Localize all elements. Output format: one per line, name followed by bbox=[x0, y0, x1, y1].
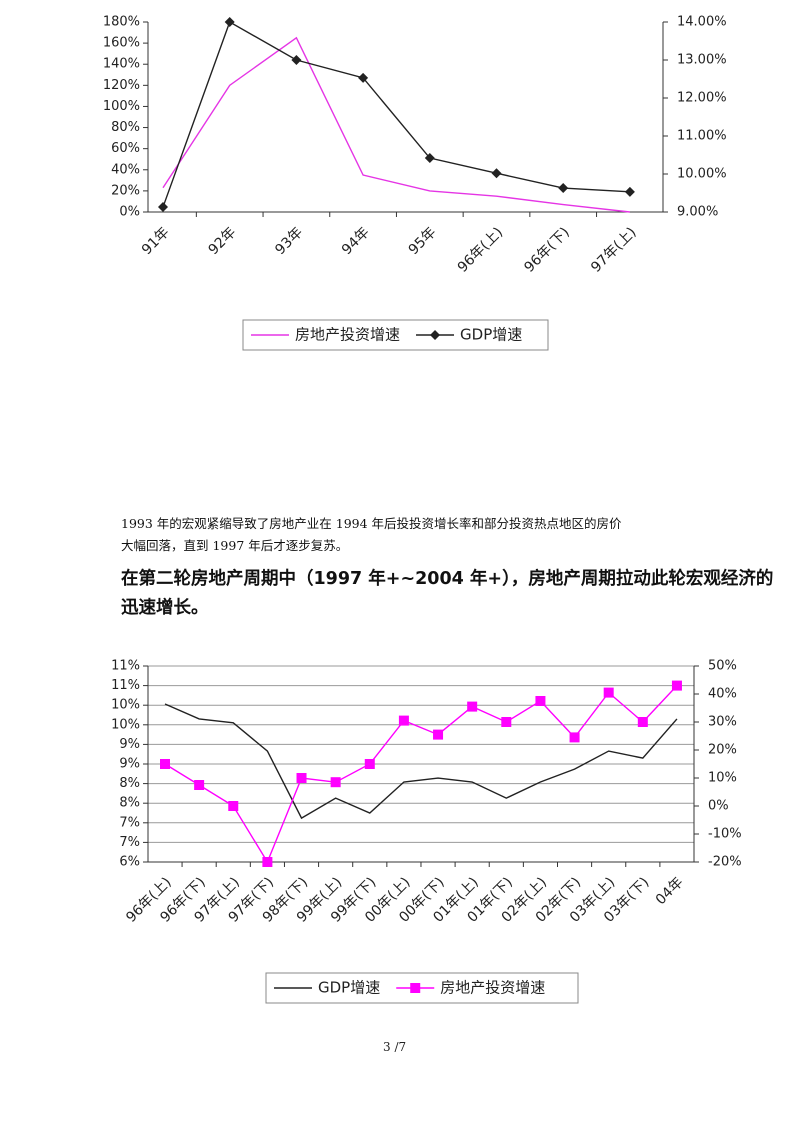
paragraph-line: 大幅回落，直到 1997 年后才逐步复苏。 bbox=[121, 538, 349, 553]
marker bbox=[158, 202, 168, 213]
marker bbox=[569, 732, 580, 743]
legend-label: 房地产投资增速 bbox=[295, 326, 400, 344]
marker bbox=[398, 715, 409, 726]
x-tick-label: 91年 bbox=[139, 224, 173, 258]
marker bbox=[671, 680, 682, 691]
marker bbox=[558, 183, 569, 194]
y-tick-label: 7% bbox=[119, 835, 140, 850]
marker bbox=[330, 777, 341, 788]
y-tick-label: 11% bbox=[111, 678, 140, 693]
paragraph-line: 1993 年的宏观紧缩导致了房地产业在 1994 年后投投资增长率和部分投资热点… bbox=[121, 516, 622, 531]
y2-tick-label: 13.00% bbox=[677, 53, 727, 68]
y-tick-label: 140% bbox=[103, 57, 140, 72]
y-tick-label: 20% bbox=[111, 183, 140, 198]
x-tick-label: 96年(上) bbox=[455, 224, 506, 275]
x-tick-label: 92年 bbox=[206, 224, 240, 258]
y2-tick-label: 10% bbox=[708, 771, 737, 786]
y-tick-label: 100% bbox=[103, 99, 140, 114]
y2-tick-label: -20% bbox=[708, 855, 742, 870]
series-line bbox=[162, 20, 630, 208]
y-tick-label: 6% bbox=[119, 855, 140, 870]
y2-tick-label: 50% bbox=[708, 659, 737, 674]
marker bbox=[467, 701, 478, 712]
y-tick-label: 7% bbox=[119, 815, 140, 830]
x-tick-label: 97年(上) bbox=[588, 224, 639, 275]
marker bbox=[262, 857, 273, 867]
series-line bbox=[162, 36, 630, 213]
marker bbox=[194, 780, 205, 790]
heading-line: 迅速增长。 bbox=[121, 598, 209, 618]
y-tick-label: 160% bbox=[103, 36, 140, 51]
y-tick-label: 120% bbox=[103, 78, 140, 93]
marker bbox=[410, 983, 421, 993]
x-tick-label: 96年(下) bbox=[521, 224, 572, 275]
y-tick-label: 8% bbox=[119, 776, 140, 791]
y2-tick-label: 11.00% bbox=[677, 129, 727, 144]
y-tick-label: 8% bbox=[119, 796, 140, 811]
series-line bbox=[164, 685, 678, 864]
y-tick-label: 11% bbox=[111, 659, 140, 674]
legend-label: GDP增速 bbox=[318, 979, 380, 997]
marker bbox=[358, 72, 369, 83]
x-tick-label: 04年 bbox=[653, 874, 687, 908]
marker bbox=[535, 696, 546, 706]
y-tick-label: 180% bbox=[103, 15, 140, 30]
series-line bbox=[164, 703, 678, 820]
y-tick-label: 40% bbox=[111, 162, 140, 177]
marker bbox=[603, 687, 614, 698]
y-tick-label: 9% bbox=[119, 737, 140, 752]
x-tick-label: 95年 bbox=[406, 224, 440, 258]
marker bbox=[224, 17, 235, 27]
marker bbox=[501, 717, 512, 727]
y-tick-label: 0% bbox=[119, 205, 140, 220]
y2-tick-label: 10.00% bbox=[677, 167, 727, 182]
marker bbox=[228, 801, 239, 811]
y-tick-label: 10% bbox=[111, 717, 140, 732]
x-tick-label: 93年 bbox=[272, 224, 306, 258]
legend-label: 房地产投资增速 bbox=[440, 979, 545, 997]
legend-label: GDP增速 bbox=[460, 326, 522, 344]
y-tick-label: 9% bbox=[119, 757, 140, 772]
marker bbox=[424, 153, 435, 164]
marker bbox=[296, 773, 307, 783]
y2-tick-label: 14.00% bbox=[677, 15, 727, 30]
marker bbox=[291, 55, 302, 65]
y2-tick-label: 30% bbox=[708, 715, 737, 730]
marker bbox=[160, 759, 170, 769]
y2-tick-label: 12.00% bbox=[677, 91, 727, 106]
heading-line: 在第二轮房地产周期中（1997 年+~2004 年+），房地产周期拉动此轮宏观经… bbox=[121, 569, 774, 589]
y-tick-label: 80% bbox=[111, 120, 140, 135]
legend-box bbox=[242, 319, 549, 351]
y2-tick-label: -10% bbox=[708, 827, 742, 842]
marker bbox=[364, 759, 375, 769]
marker bbox=[433, 729, 444, 740]
y2-tick-label: 0% bbox=[708, 799, 729, 814]
y2-tick-label: 9.00% bbox=[677, 205, 718, 220]
marker bbox=[430, 330, 441, 340]
y-tick-label: 10% bbox=[111, 698, 140, 713]
marker bbox=[624, 186, 635, 197]
page-number: 3 /7 bbox=[383, 1040, 407, 1054]
marker bbox=[491, 168, 502, 179]
x-tick-label: 94年 bbox=[339, 224, 373, 258]
y2-tick-label: 20% bbox=[708, 743, 737, 758]
marker bbox=[637, 717, 648, 727]
y-tick-label: 60% bbox=[111, 141, 140, 156]
y2-tick-label: 40% bbox=[708, 687, 737, 702]
